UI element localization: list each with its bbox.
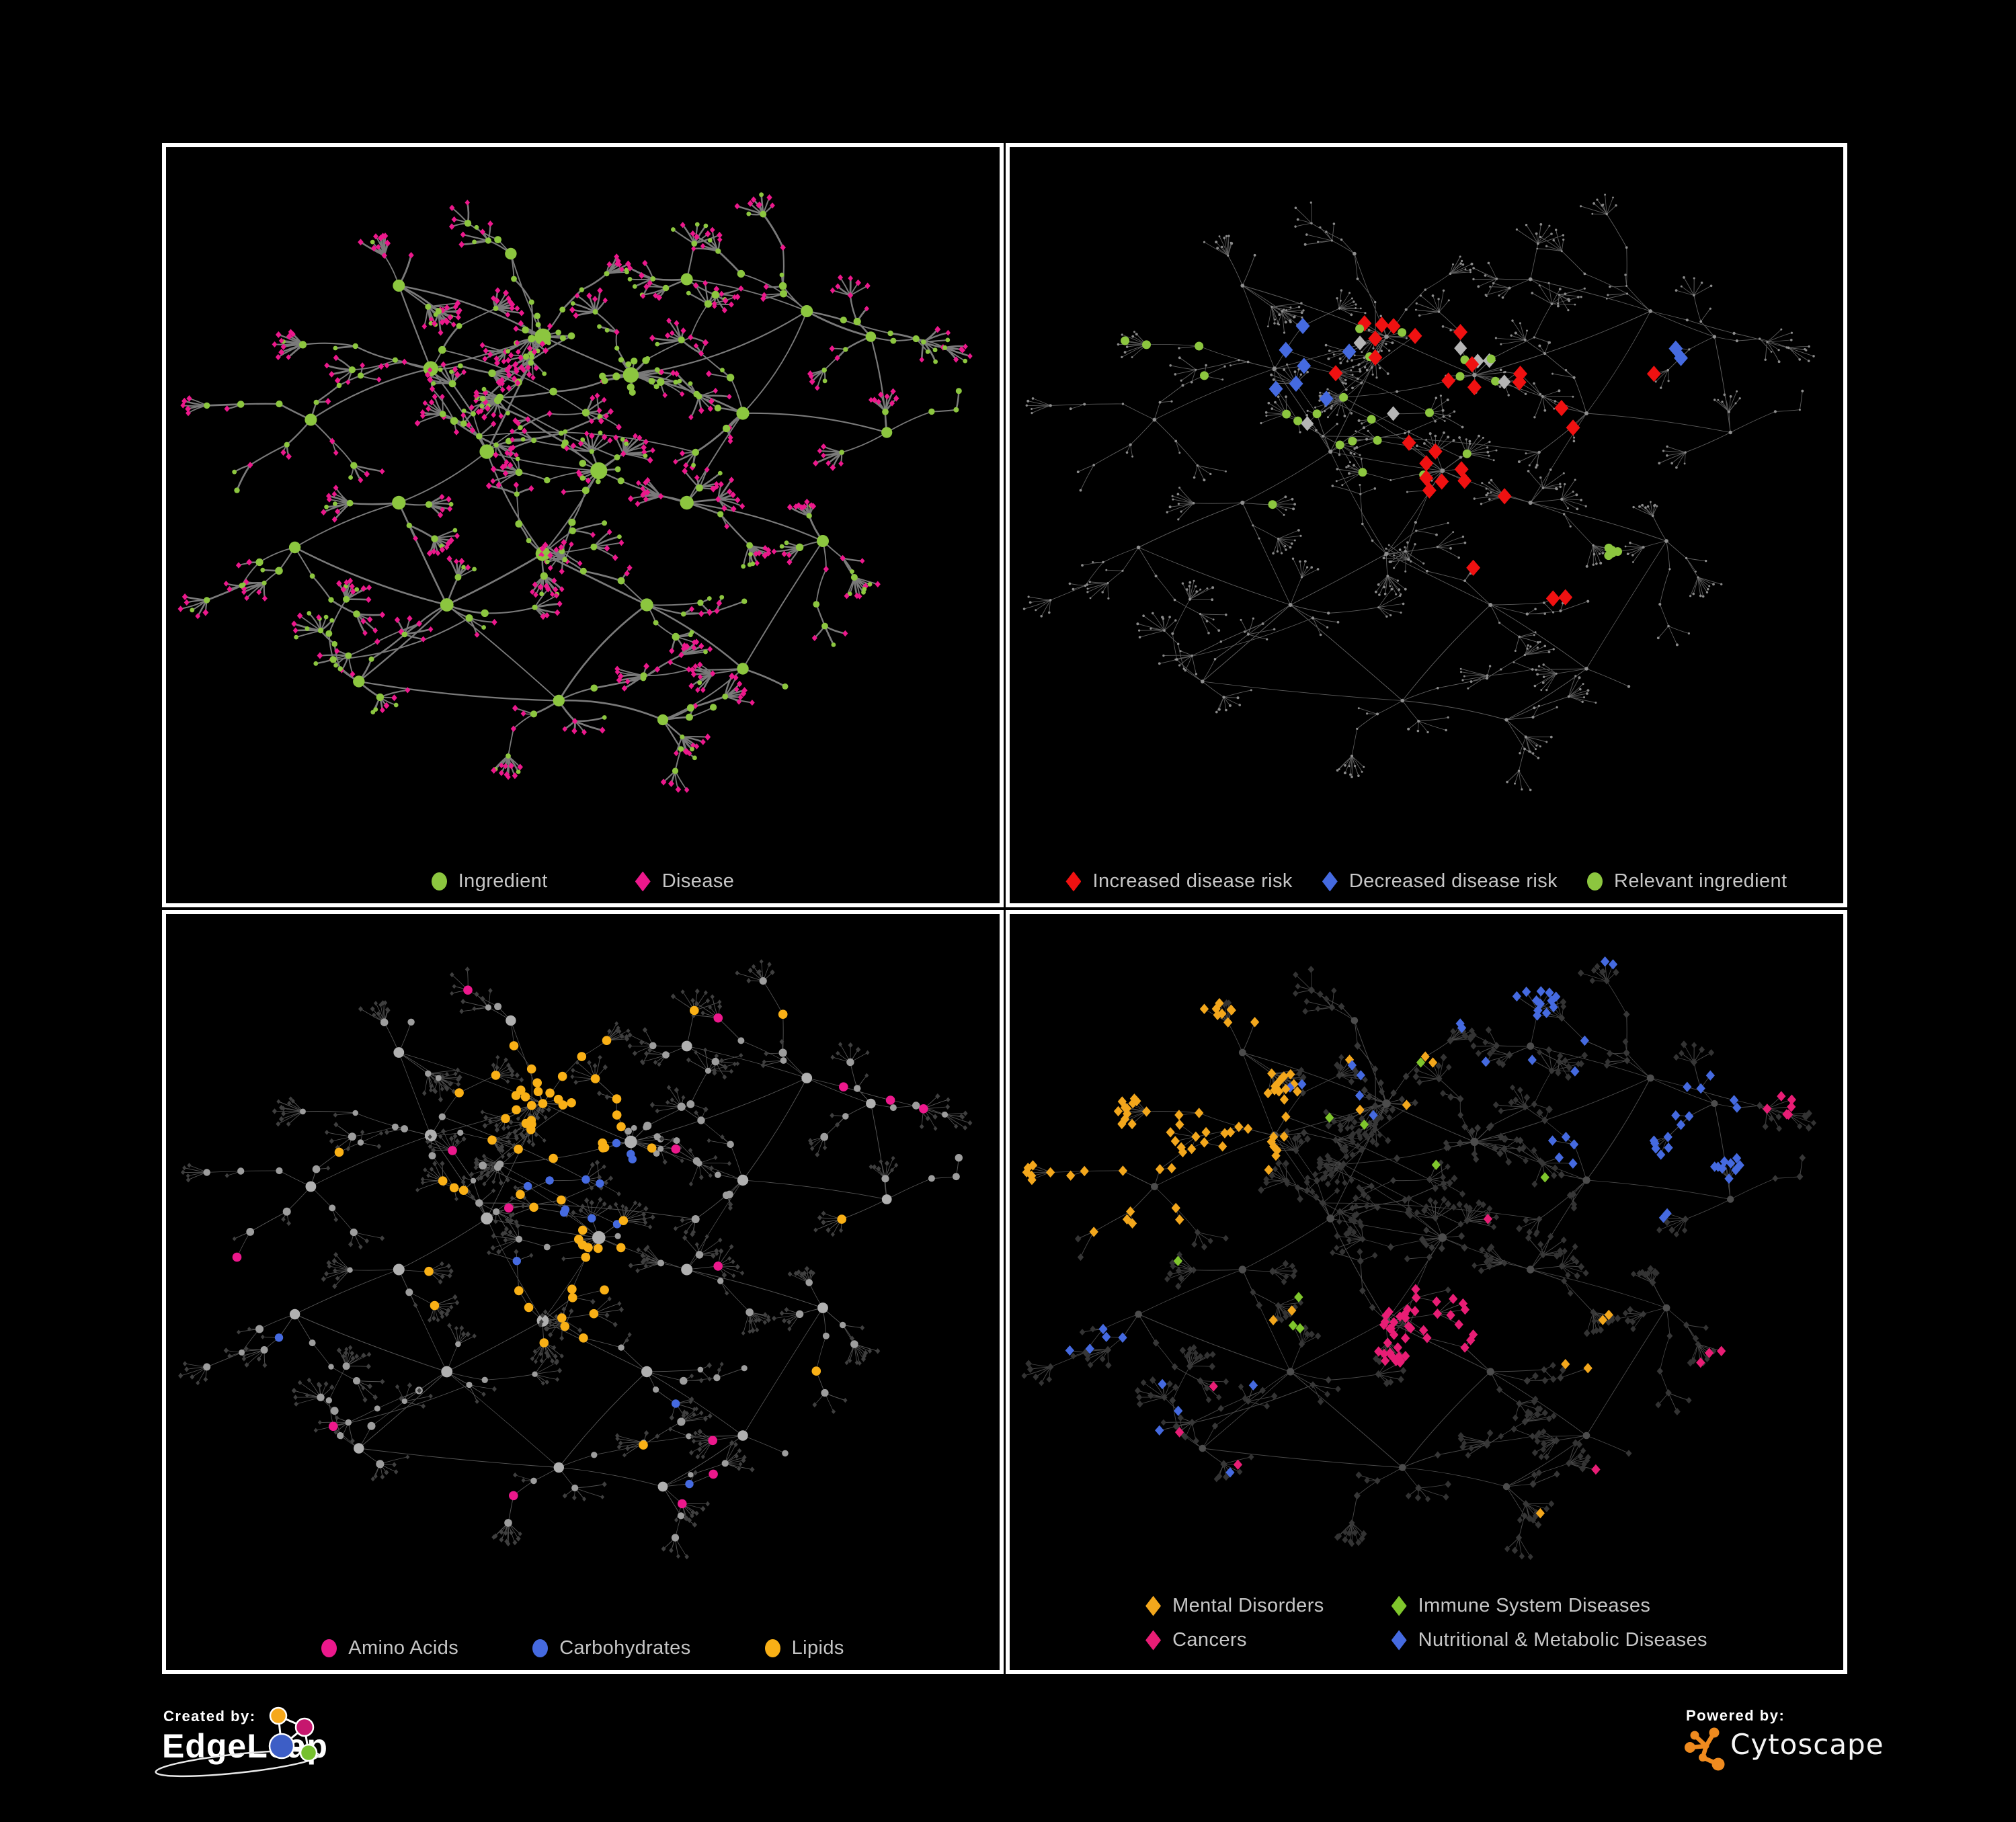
edgeleap-logo-icon [155, 1706, 320, 1778]
created-by-label: Created by: [163, 1708, 256, 1725]
legend-label: Nutritional & Metabolic Diseases [1418, 1629, 1707, 1651]
footer: Created by: EdgeLeap Powered by: [155, 1704, 1884, 1819]
diamond-marker [1391, 1596, 1407, 1616]
panel-macronutrient-classes: Amino Acids Carbohydrates Lipids [162, 910, 1004, 1674]
legend-item: Disease [635, 870, 735, 893]
circle-marker [532, 1639, 549, 1657]
legend-item: Decreased disease risk [1322, 870, 1558, 893]
panel-disease-classes: Mental Disorders Immune System Diseases Ca… [1006, 910, 1847, 1674]
circle-marker [764, 1639, 780, 1657]
legend-item: Nutritional & Metabolic Diseases [1391, 1629, 1707, 1651]
cytoscape-wordmark: Cytoscape [1730, 1728, 1884, 1761]
legend-item: Increased disease risk [1065, 870, 1292, 893]
diamond-marker [1145, 1630, 1162, 1651]
panel-grid: Ingredient Disease Increased disease risk… [162, 143, 1847, 1674]
legend-label: Ingredient [458, 870, 548, 892]
legend-label: Lipids [791, 1637, 844, 1659]
legend-label: Increased disease risk [1092, 870, 1293, 892]
cytoscape-logo-icon [1685, 1727, 1725, 1771]
circle-marker [431, 872, 447, 891]
legend-disease-risk: Increased disease risk Decreased disease … [1010, 870, 1843, 893]
circle-marker [1587, 872, 1603, 891]
legend-item: Lipids [764, 1637, 844, 1659]
network-macronutrient-classes [178, 959, 973, 1560]
network-disease-classes [1021, 956, 1816, 1561]
legend-item: Immune System Diseases [1391, 1595, 1651, 1617]
network-ingredient-disease [177, 192, 973, 793]
legend-item: Carbohydrates [532, 1637, 690, 1659]
legend-label: Immune System Diseases [1418, 1595, 1651, 1616]
legend-item: Mental Disorders [1145, 1595, 1324, 1617]
legend-item: Cancers [1145, 1629, 1247, 1651]
legend-disease-classes: Mental Disorders Immune System Diseases Ca… [1010, 1595, 1843, 1651]
legend-label: Amino Acids [348, 1637, 459, 1659]
circle-marker [321, 1639, 337, 1657]
diamond-marker [1065, 871, 1082, 892]
edgeleap-lockup: Created by: EdgeLeap [155, 1706, 327, 1778]
legend-label: Mental Disorders [1172, 1595, 1324, 1616]
legend-label: Carbohydrates [559, 1637, 691, 1659]
diamond-marker [1391, 1630, 1407, 1651]
legend-label: Decreased disease risk [1348, 870, 1558, 892]
legend-label: Cancers [1172, 1629, 1247, 1651]
network-disease-risk [1022, 194, 1815, 792]
panel-disease-risk: Increased disease risk Decreased disease … [1006, 143, 1847, 907]
legend-label: Relevant ingredient [1614, 870, 1787, 892]
panel-ingredient-disease: Ingredient Disease [162, 143, 1004, 907]
legend-item: Ingredient [431, 870, 548, 893]
legend-item: Relevant ingredient [1587, 870, 1787, 893]
diamond-marker [1145, 1596, 1162, 1616]
cytoscape-lockup: Powered by: Cytoscape [1685, 1707, 1884, 1771]
legend-macronutrient-classes: Amino Acids Carbohydrates Lipids [166, 1637, 1000, 1659]
diamond-marker [635, 871, 651, 892]
diamond-marker [1322, 871, 1338, 892]
powered-by-label: Powered by: [1686, 1707, 1785, 1724]
legend-ingredient-disease: Ingredient Disease [166, 870, 1000, 893]
legend-label: Disease [661, 870, 735, 892]
legend-item: Amino Acids [321, 1637, 458, 1659]
